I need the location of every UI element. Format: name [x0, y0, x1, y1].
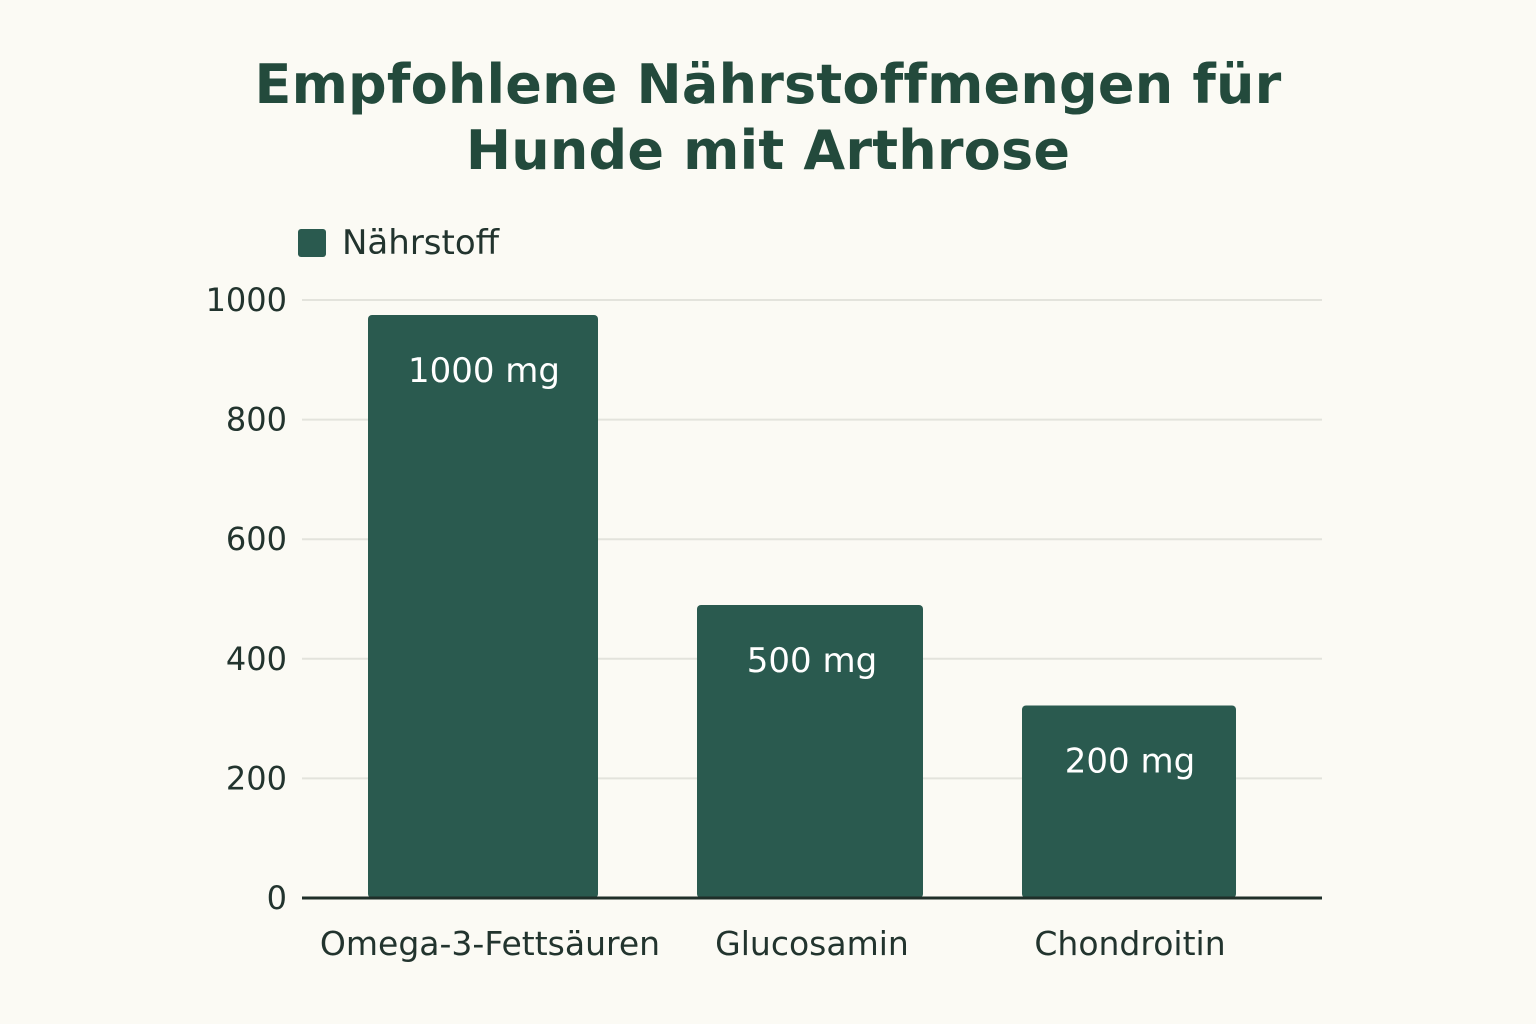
y-tick-label-600: 600: [226, 520, 287, 558]
chart-title-line-1: Empfohlene Nährstoffmengen für: [254, 53, 1282, 116]
legend-label: Nährstoff: [342, 223, 500, 263]
data-label-2: 200 mg: [1065, 741, 1195, 781]
bar-2: [1022, 705, 1236, 898]
legend-swatch: [298, 229, 326, 257]
bar-0: [368, 314, 598, 898]
y-tick-label-1000: 1000: [206, 281, 287, 319]
y-tick-label-800: 800: [226, 401, 287, 439]
data-label-1: 500 mg: [747, 641, 877, 681]
x-category-label-0: Omega-3-Fettsäuren: [320, 924, 660, 963]
chart-title: Empfohlene Nährstoffmengen für Hunde mit…: [0, 52, 1536, 184]
x-category-label-1: Glucosamin: [715, 924, 909, 963]
x-category-label-2: Chondroitin: [1034, 924, 1225, 963]
legend: Nährstoff: [298, 223, 500, 263]
y-tick-label-400: 400: [226, 640, 287, 678]
bar-1: [697, 604, 923, 898]
chart-title-line-2: Hunde mit Arthrose: [465, 119, 1071, 182]
data-label-0: 1000 mg: [408, 351, 560, 391]
y-tick-label-200: 200: [226, 759, 287, 797]
y-tick-label-0: 0: [267, 879, 287, 917]
